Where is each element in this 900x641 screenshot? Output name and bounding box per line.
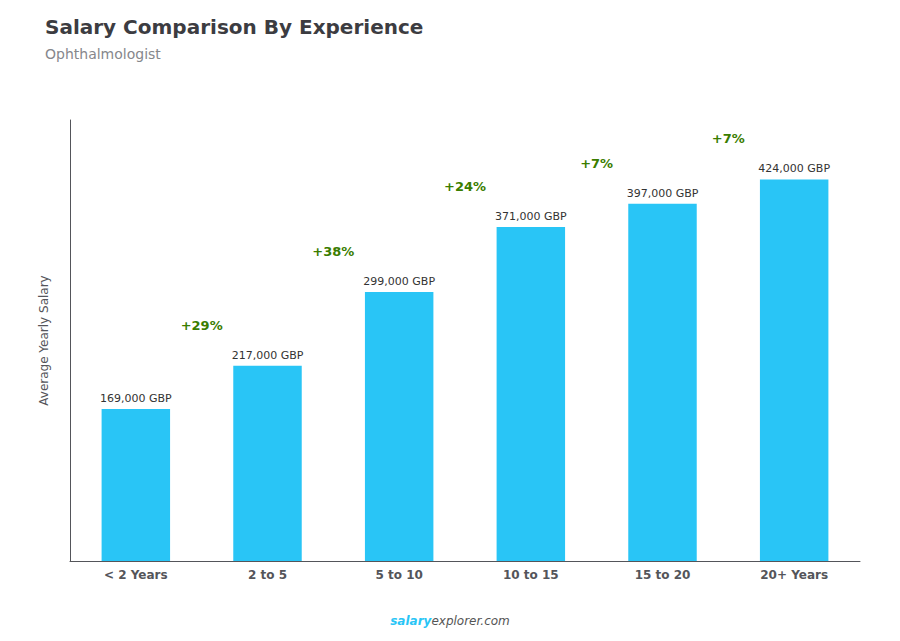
- svg-text:371,000 GBP: 371,000 GBP: [495, 210, 567, 223]
- svg-text:169,000 GBP: 169,000 GBP: [100, 392, 172, 405]
- svg-text:397,000 GBP: 397,000 GBP: [627, 187, 699, 200]
- svg-text:< 2 Years: < 2 Years: [104, 568, 168, 582]
- svg-text:+7%: +7%: [712, 131, 745, 146]
- svg-text:2 to 5: 2 to 5: [248, 568, 287, 582]
- svg-text:Average Yearly Salary: Average Yearly Salary: [37, 275, 51, 405]
- svg-text:15 to 20: 15 to 20: [635, 568, 691, 582]
- svg-text:Salary Comparison By Experienc: Salary Comparison By Experience: [45, 15, 423, 39]
- svg-text:+7%: +7%: [580, 156, 613, 171]
- svg-text:Ophthalmologist: Ophthalmologist: [45, 46, 161, 62]
- svg-text:5 to 10: 5 to 10: [375, 568, 422, 582]
- svg-text:20+ Years: 20+ Years: [760, 568, 828, 582]
- svg-text:explorer.com: explorer.com: [431, 614, 509, 628]
- svg-text:+38%: +38%: [312, 244, 354, 259]
- svg-text:217,000 GBP: 217,000 GBP: [232, 349, 304, 362]
- svg-text:10 to 15: 10 to 15: [503, 568, 559, 582]
- svg-text:424,000 GBP: 424,000 GBP: [758, 162, 830, 175]
- svg-text:+29%: +29%: [181, 318, 223, 333]
- svg-text:299,000 GBP: 299,000 GBP: [363, 275, 435, 288]
- svg-text:salary: salary: [390, 614, 432, 628]
- svg-text:+24%: +24%: [444, 179, 486, 194]
